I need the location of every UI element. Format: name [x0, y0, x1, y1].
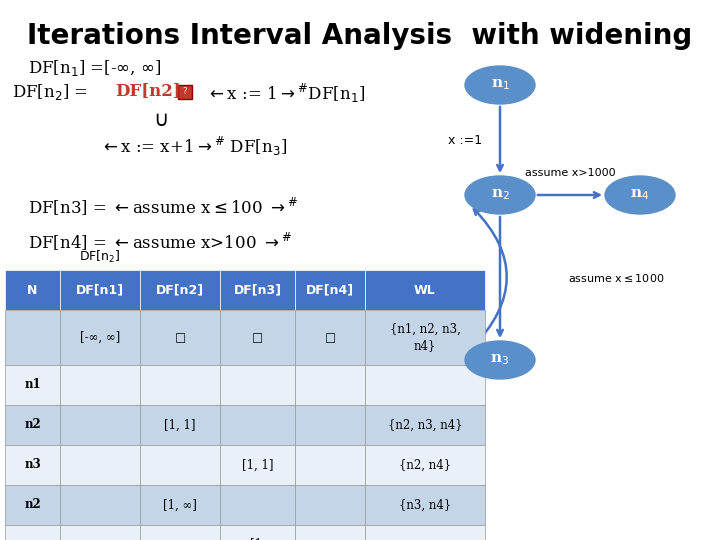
- Text: □: □: [252, 331, 263, 344]
- Text: n$_3$: n$_3$: [490, 353, 510, 367]
- Text: assume x$\leq$1000: assume x$\leq$1000: [568, 272, 665, 284]
- Text: □: □: [174, 331, 186, 344]
- Bar: [365, 525, 485, 540]
- Text: [1, ∞]: [1, ∞]: [163, 498, 197, 511]
- Text: DF[n4]: DF[n4]: [306, 284, 354, 296]
- Text: assume x>1000: assume x>1000: [525, 168, 616, 178]
- Bar: [365, 445, 485, 485]
- Bar: [365, 270, 485, 310]
- Bar: [140, 310, 220, 365]
- Text: $\leftarrow$x := x+1$\rightarrow^{\#}$ DF[n$_3$]: $\leftarrow$x := x+1$\rightarrow^{\#}$ D…: [100, 135, 287, 158]
- Bar: [365, 310, 485, 365]
- Text: DF[n2]: DF[n2]: [156, 284, 204, 296]
- Bar: [60, 270, 140, 310]
- Bar: [220, 445, 295, 485]
- Bar: [220, 270, 295, 310]
- Text: ?: ?: [183, 87, 187, 97]
- Bar: [60, 445, 140, 485]
- Bar: [365, 365, 485, 405]
- Text: DF[n$_2$] =: DF[n$_2$] =: [12, 82, 90, 102]
- Bar: [220, 525, 295, 540]
- Bar: [295, 310, 365, 365]
- Text: DF[n$_1$] =[-$\infty$, $\infty$]: DF[n$_1$] =[-$\infty$, $\infty$]: [28, 58, 161, 78]
- Bar: [5, 445, 60, 485]
- Bar: [140, 365, 220, 405]
- Text: [1, 1]: [1, 1]: [242, 458, 274, 471]
- Bar: [295, 485, 365, 525]
- Text: [-∞, ∞]: [-∞, ∞]: [80, 331, 120, 344]
- Text: N: N: [27, 284, 37, 296]
- Bar: [5, 365, 60, 405]
- Text: {n1, n2, n3,
n4}: {n1, n2, n3, n4}: [390, 323, 460, 352]
- Bar: [365, 485, 485, 525]
- Text: Iterations Interval Analysis  with widening: Iterations Interval Analysis with wideni…: [27, 22, 693, 50]
- Text: [1, 1]: [1, 1]: [164, 418, 196, 431]
- Bar: [60, 365, 140, 405]
- Text: DF[n$_2$]: DF[n$_2$]: [79, 249, 121, 265]
- Text: DF[n3]: DF[n3]: [233, 284, 282, 296]
- Text: □: □: [325, 331, 336, 344]
- Text: n$_2$: n$_2$: [490, 187, 510, 202]
- Text: DF[n3] = $\leftarrow$assume x$\leq$100 $\rightarrow^{\#}$: DF[n3] = $\leftarrow$assume x$\leq$100 $…: [28, 195, 299, 217]
- Text: $\leftarrow$x := 1$\rightarrow^{\#}$DF[n$_1$]: $\leftarrow$x := 1$\rightarrow^{\#}$DF[n…: [196, 82, 365, 105]
- Text: DF[n2]: DF[n2]: [115, 82, 181, 99]
- Bar: [5, 485, 60, 525]
- Text: DF[n$_1$]: DF[n$_1$]: [76, 275, 114, 289]
- Bar: [5, 270, 60, 310]
- Text: $\cup$: $\cup$: [153, 110, 167, 130]
- Text: n2: n2: [24, 498, 41, 511]
- Text: WL: WL: [414, 284, 436, 296]
- Text: n3: n3: [24, 458, 41, 471]
- Text: n$_1$: n$_1$: [490, 78, 510, 92]
- Text: n$_4$: n$_4$: [630, 187, 649, 202]
- Bar: [140, 485, 220, 525]
- Text: DF[n4] = $\leftarrow$assume x>100 $\rightarrow^{\#}$: DF[n4] = $\leftarrow$assume x>100 $\righ…: [28, 230, 292, 252]
- Ellipse shape: [465, 341, 535, 379]
- Bar: [220, 485, 295, 525]
- Bar: [60, 485, 140, 525]
- Bar: [220, 365, 295, 405]
- Bar: [365, 405, 485, 445]
- Ellipse shape: [465, 176, 535, 214]
- Bar: [140, 525, 220, 540]
- Bar: [295, 365, 365, 405]
- Text: {n2, n4}: {n2, n4}: [399, 458, 451, 471]
- Text: {n2, n3, n4}: {n2, n3, n4}: [387, 418, 462, 431]
- Bar: [295, 405, 365, 445]
- Bar: [60, 310, 140, 365]
- Bar: [60, 525, 140, 540]
- Bar: [220, 310, 295, 365]
- Bar: [140, 405, 220, 445]
- Text: x :=x+1: x :=x+1: [394, 271, 446, 284]
- Bar: [295, 445, 365, 485]
- Bar: [5, 405, 60, 445]
- Text: x :=1: x :=1: [448, 133, 482, 146]
- Bar: [60, 405, 140, 445]
- Text: [1,
1000]: [1, 1000]: [240, 538, 275, 540]
- FancyBboxPatch shape: [178, 85, 192, 99]
- Ellipse shape: [465, 66, 535, 104]
- Ellipse shape: [605, 176, 675, 214]
- Text: n2: n2: [24, 418, 41, 431]
- Bar: [140, 445, 220, 485]
- Bar: [220, 405, 295, 445]
- Bar: [5, 525, 60, 540]
- Text: n1: n1: [24, 379, 41, 392]
- Bar: [295, 525, 365, 540]
- Text: DF[n1]: DF[n1]: [76, 284, 124, 296]
- Bar: [5, 310, 60, 365]
- Bar: [295, 270, 365, 310]
- Bar: [140, 270, 220, 310]
- Text: {n3, n4}: {n3, n4}: [399, 498, 451, 511]
